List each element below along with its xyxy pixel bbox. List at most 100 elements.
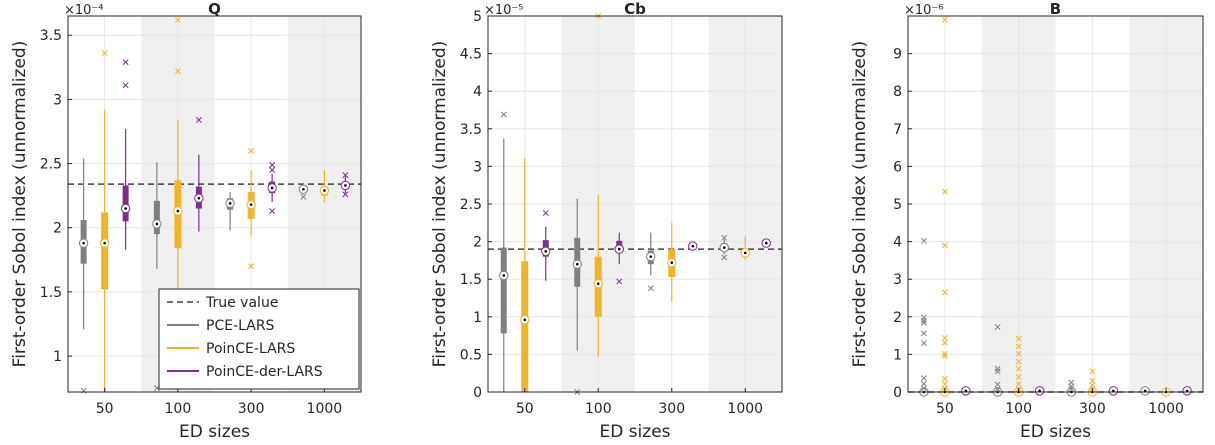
median-dot: [502, 274, 506, 277]
y-tick-label: 3.5: [460, 122, 482, 138]
outlier-marker: [941, 352, 948, 359]
legend-label: True value: [205, 295, 278, 311]
outlier-marker: [941, 350, 948, 357]
outlier-marker: [994, 365, 1001, 372]
outlier-marker: [174, 16, 181, 23]
x-tick-label: 1000: [1148, 401, 1184, 417]
outlier-marker: [1089, 377, 1096, 384]
outlier-marker: [941, 242, 948, 249]
outlier-marker: [80, 387, 87, 394]
median-dot: [544, 250, 548, 253]
outlier-marker: [920, 375, 927, 382]
y-tick-label: 2: [473, 235, 482, 251]
median-dot: [743, 251, 747, 255]
legend-label: PCE-LARS: [206, 318, 275, 334]
axes-frame: [67, 15, 362, 393]
median-dot: [82, 241, 85, 245]
y-tick-label: 3.5: [40, 28, 62, 44]
panel-q: 1 1.5 2 2.5 3 3.5 50 100 300 1000 ED sizes First-or…: [10, 0, 362, 442]
outlier-marker: [248, 263, 255, 270]
y-axis-label: First-order Sobol index (unnormalized): [10, 41, 30, 368]
outlier-marker: [1015, 374, 1022, 380]
y-tick-label: 4.5: [460, 47, 482, 63]
outlier-marker: [342, 191, 349, 198]
y-tick-label: 4: [473, 84, 482, 100]
outlier-marker: [920, 340, 927, 347]
x-tick-label: 50: [516, 401, 534, 417]
outlier-marker: [994, 368, 1001, 375]
y-tick-label: 2.5: [460, 197, 482, 213]
box: [521, 261, 529, 392]
median-dot: [176, 209, 180, 213]
median-dot: [228, 202, 232, 205]
y-axis-label: First-order Sobol index (unnormalized): [850, 41, 870, 368]
panel-b: 0 1 2 3 4 5 6 7 8 9 50 100 300 1000 ED sizes First-orde…: [850, 0, 1204, 442]
legend-label: PoinCE-der-LARS: [206, 364, 323, 380]
median-dot: [764, 241, 768, 245]
outlier-marker: [647, 285, 654, 292]
y-tick-label: 9: [893, 47, 902, 63]
outlier-marker: [174, 68, 181, 75]
y-tick-label: 0: [473, 385, 482, 401]
box: [153, 200, 160, 235]
outlier-marker: [941, 289, 948, 296]
y-tick-label: 4: [893, 235, 902, 251]
x-tick-label: 100: [165, 401, 192, 417]
outlier-marker: [1015, 381, 1022, 388]
x-tick-label: 100: [585, 401, 612, 417]
y-tick-label: 1: [53, 349, 62, 365]
outlier-marker: [920, 237, 927, 244]
median-dot: [344, 184, 347, 187]
outlier-marker: [269, 208, 276, 215]
outlier-marker: [1015, 343, 1022, 350]
x-axis-label: ED sizes: [179, 422, 250, 442]
outlier-marker: [920, 380, 927, 387]
outlier-marker: [1015, 365, 1022, 372]
outlier-marker: [994, 386, 1001, 392]
y-tick-label: 7: [893, 122, 902, 138]
median-dot: [323, 189, 326, 192]
outlier-marker: [1089, 368, 1096, 375]
outlier-marker: [500, 111, 507, 118]
median-dot: [302, 187, 305, 191]
median-dot: [197, 196, 201, 200]
median-dot: [670, 261, 674, 264]
y-tick-label: 5: [473, 9, 482, 25]
outlier-marker: [941, 339, 948, 346]
y-tick-label: 0: [893, 385, 902, 401]
median-dot: [270, 186, 274, 190]
outlier-marker: [941, 188, 948, 195]
outlier-marker: [1068, 383, 1075, 390]
outlier-marker: [616, 278, 623, 285]
outlier-marker: [1015, 335, 1022, 342]
box: [122, 185, 129, 222]
median-dot: [103, 241, 106, 245]
x-tick-label: 100: [1005, 401, 1032, 417]
outlier-marker: [721, 254, 728, 261]
outlier-marker: [941, 381, 948, 388]
outlier-marker: [269, 167, 276, 173]
y-tick-label: 5: [893, 197, 902, 213]
axis-exponent: ×10⁻⁶: [904, 3, 944, 18]
x-tick-label: 1000: [307, 401, 343, 417]
median-dot: [649, 255, 653, 258]
median-dot: [596, 282, 600, 286]
x-axis-label: ED sizes: [599, 422, 670, 442]
y-tick-label: 3: [473, 159, 482, 175]
y-tick-label: 1.5: [40, 285, 62, 301]
outlier-marker: [920, 317, 927, 324]
median-dot: [155, 222, 159, 226]
median-dot: [249, 203, 253, 206]
outlier-marker: [721, 234, 728, 241]
median-dot: [722, 246, 726, 249]
outlier-marker: [920, 319, 927, 326]
y-tick-label: 2: [53, 221, 62, 237]
legend-label: PoinCE-LARS: [206, 341, 295, 357]
legend-frame: [158, 288, 360, 390]
y-tick-label: 2: [893, 310, 902, 326]
outlier-marker: [101, 50, 108, 57]
chart-title: Q: [208, 0, 221, 18]
outlier-marker: [1015, 358, 1022, 365]
outlier-marker: [941, 16, 948, 23]
